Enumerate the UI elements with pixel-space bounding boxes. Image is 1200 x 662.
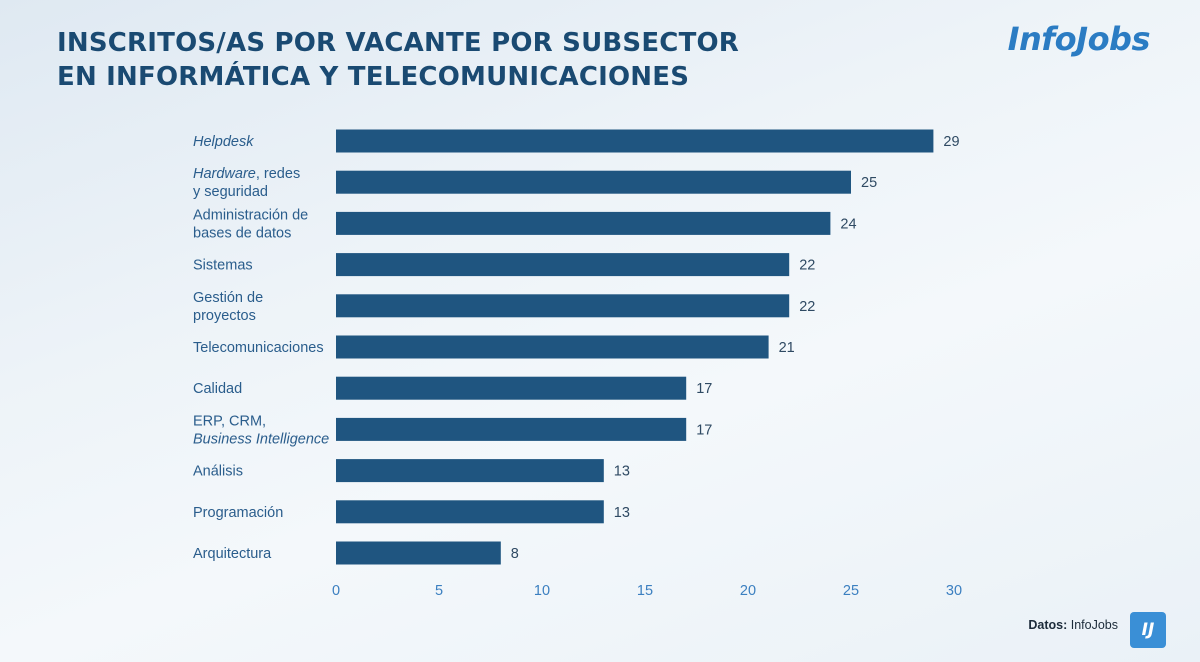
category-label-8: Análisis bbox=[193, 464, 243, 480]
infojobs-logo: InfoJobs bbox=[1007, 20, 1151, 58]
infojobs-badge-icon: IJ bbox=[1130, 612, 1166, 648]
x-tick-label-5: 25 bbox=[843, 583, 859, 599]
bar-5 bbox=[336, 335, 769, 359]
x-tick-label-4: 20 bbox=[740, 583, 756, 599]
category-label-1: Hardware, redes y seguridad bbox=[193, 166, 300, 200]
x-tick-label-6: 30 bbox=[946, 583, 962, 599]
bar-8 bbox=[336, 459, 604, 483]
bar-value-label-1: 25 bbox=[861, 175, 877, 191]
bar-10 bbox=[336, 541, 501, 565]
category-label-10: Arquitectura bbox=[193, 546, 272, 562]
category-label-4: Gestión de proyectos bbox=[193, 290, 263, 324]
bar-value-label-8: 13 bbox=[614, 464, 630, 480]
x-tick-label-1: 5 bbox=[435, 583, 443, 599]
category-label-0: Helpdesk bbox=[193, 134, 254, 150]
x-tick-label-3: 15 bbox=[637, 583, 653, 599]
bar-value-label-0: 29 bbox=[943, 134, 959, 150]
category-label-5: Telecomunicaciones bbox=[193, 340, 324, 356]
x-tick-label-0: 0 bbox=[332, 583, 340, 599]
bar-value-label-3: 22 bbox=[799, 258, 815, 274]
bar-value-label-7: 17 bbox=[696, 422, 712, 438]
bar-value-label-6: 17 bbox=[696, 381, 712, 397]
chart-title-line-2: EN INFORMÁTICA Y TELECOMUNICACIONES bbox=[57, 62, 690, 92]
bar-value-label-10: 8 bbox=[511, 546, 519, 562]
x-tick-label-2: 10 bbox=[534, 583, 550, 599]
category-label-6: Calidad bbox=[193, 381, 242, 397]
bar-4 bbox=[336, 294, 790, 318]
category-label-7: ERP, CRM, Business Intelligence bbox=[193, 413, 329, 447]
bar-2 bbox=[336, 211, 831, 235]
data-source-label: Datos: bbox=[1028, 618, 1068, 632]
category-label-3: Sistemas bbox=[193, 258, 253, 274]
chart-title: INSCRITOS/AS POR VACANTE POR SUBSECTOR E… bbox=[57, 26, 739, 94]
chart-title-line-1: INSCRITOS/AS POR VACANTE POR SUBSECTOR bbox=[57, 28, 740, 58]
bar-0 bbox=[336, 129, 934, 153]
bar-value-label-5: 21 bbox=[779, 340, 795, 356]
bar-value-label-4: 22 bbox=[799, 299, 815, 315]
data-source: Datos: InfoJobs bbox=[1028, 618, 1118, 632]
data-source-value: InfoJobs bbox=[1070, 618, 1118, 632]
bar-value-label-9: 13 bbox=[614, 505, 630, 521]
category-label-9: Programación bbox=[193, 505, 283, 521]
bar-value-label-2: 24 bbox=[840, 216, 856, 232]
category-label-2: Administración de bases de datos bbox=[193, 207, 308, 241]
bar-9 bbox=[336, 500, 604, 524]
bar-3 bbox=[336, 253, 790, 277]
bar-7 bbox=[336, 417, 687, 441]
bar-6 bbox=[336, 376, 687, 400]
bar-1 bbox=[336, 170, 851, 194]
